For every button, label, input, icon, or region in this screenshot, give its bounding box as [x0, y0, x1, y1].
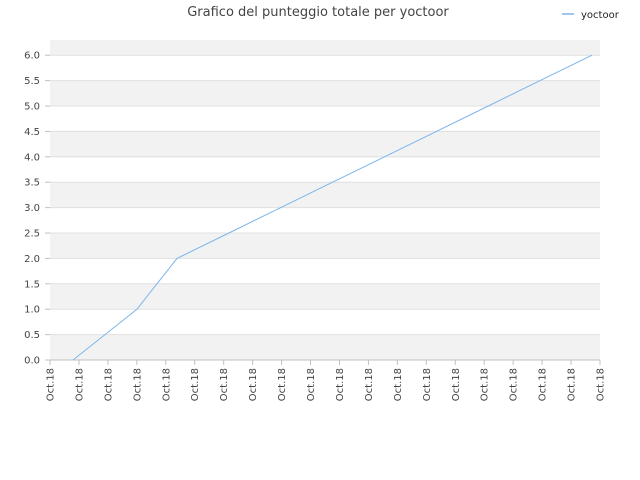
y-tick-label: 6.0	[24, 51, 40, 62]
y-tick-label: 0.0	[24, 356, 40, 367]
y-tick-label: 4.5	[24, 127, 40, 138]
x-tick-label: Oct.18	[393, 368, 404, 401]
plot-band	[50, 131, 600, 157]
series-line-yoctoor	[72, 54, 593, 361]
plot-band	[50, 334, 600, 360]
y-tick-label: 4.0	[24, 152, 40, 163]
x-tick-label: Oct.18	[364, 368, 375, 401]
y-tick-label: 3.5	[24, 178, 40, 189]
plot-band	[50, 233, 600, 259]
x-tick-label: Oct.18	[219, 368, 230, 401]
y-tick-label: 0.5	[24, 330, 40, 341]
legend: yoctoor	[562, 10, 620, 21]
y-tick-label: 2.0	[24, 254, 40, 265]
x-tick-label: Oct.18	[509, 368, 520, 401]
x-tick-label: Oct.18	[480, 368, 491, 401]
x-axis: Oct.18 Oct.18 Oct.18 Oct.18 Oct.18 Oct.18 Oct.…	[46, 368, 607, 401]
x-tick-label: Oct.18	[74, 368, 85, 401]
x-tick-label: Oct.18	[335, 368, 346, 401]
x-tick-label: Oct.18	[567, 368, 578, 401]
x-tick-label: Oct.18	[422, 368, 433, 401]
x-tick-label: Oct.18	[596, 368, 607, 401]
plot-bands	[50, 40, 600, 360]
y-tick-label: 1.5	[24, 279, 40, 290]
plot-band	[50, 80, 600, 107]
y-tick-label: 2.5	[24, 229, 40, 240]
plot-band	[50, 283, 600, 310]
x-tick-label: Oct.18	[306, 368, 317, 401]
y-tick-label: 1.0	[24, 305, 40, 316]
x-tick-label: Oct.18	[103, 368, 114, 401]
y-tick-label: 5.5	[24, 76, 40, 87]
y-tick-label: 5.0	[24, 102, 40, 113]
y-axis: 0.0 0.5 1.0 1.5 2.0 2.5 3.0 3.5 4.0 4.5 5.0 5.5 6.0	[24, 51, 40, 367]
x-tick-label: Oct.18	[538, 368, 549, 401]
x-tick-label: Oct.18	[190, 368, 201, 401]
x-tick-label: Oct.18	[451, 368, 462, 401]
legend-label: yoctoor	[581, 10, 620, 21]
x-tick-label: Oct.18	[277, 368, 288, 401]
y-tick-label: 3.0	[24, 203, 40, 214]
x-tick-label: Oct.18	[132, 368, 143, 401]
plot-band	[50, 40, 600, 56]
x-tick-label: Oct.18	[248, 368, 259, 401]
x-tick-label: Oct.18	[46, 368, 57, 401]
grid-lines	[45, 54, 601, 365]
x-tick-label: Oct.18	[161, 368, 172, 401]
chart-title: Grafico del punteggio totale per yoctoor	[187, 5, 449, 20]
series-layer	[72, 54, 593, 361]
